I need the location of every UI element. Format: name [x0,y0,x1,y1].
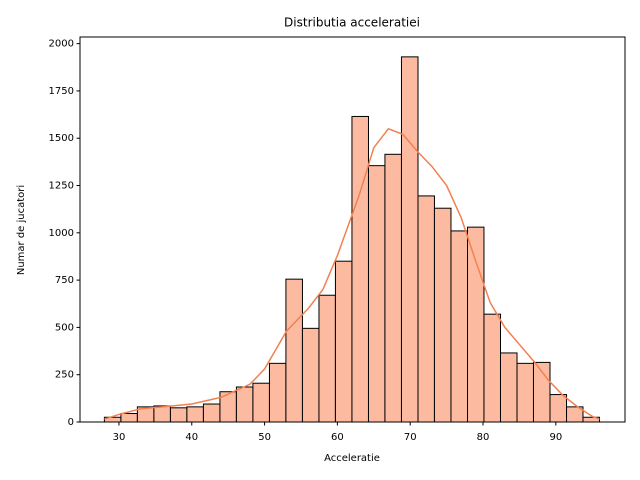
bar [235,386,254,423]
bar [417,195,435,423]
chart-title: Distributia acceleratiei [284,16,420,30]
x-tick-label: 80 [477,432,490,443]
bar [400,56,419,423]
y-tick-label: 1750 [49,86,74,97]
y-tick-label: 500 [55,322,74,333]
y-tick-label: 1250 [49,181,74,192]
x-tick-label: 40 [185,432,198,443]
bar [384,153,402,423]
bar [450,230,469,423]
bar [433,207,452,423]
y-axis-label: Numar de jucatori [16,185,27,275]
y-tick-label: 2000 [49,39,74,50]
x-axis-label: Acceleratie [324,453,380,464]
bar [252,382,270,423]
bar [268,362,287,423]
x-tick-label: 60 [331,432,344,443]
plot-frame [79,36,626,423]
y-tick-label: 250 [55,370,74,381]
x-tick-label: 70 [404,432,417,443]
bar [202,403,221,423]
bar [120,412,138,423]
y-tick-label: 1000 [49,228,74,239]
x-tick-label: 30 [113,432,126,443]
bar [483,313,501,423]
bar [169,407,188,423]
kde-line [104,127,600,420]
bar [499,352,518,423]
bar [549,394,568,423]
bar [367,165,386,423]
bar [285,278,303,423]
bar [334,260,353,423]
y-tick-label: 0 [68,417,74,428]
bar [301,327,320,423]
x-tick-label: 50 [258,432,271,443]
bar [467,226,485,423]
bar [186,406,204,423]
bar [153,405,171,423]
bar [351,115,369,423]
y-tick-label: 750 [55,275,74,286]
bar [318,294,336,423]
y-tick-label: 1500 [49,133,74,144]
bar [516,362,534,423]
x-tick-label: 90 [549,432,562,443]
